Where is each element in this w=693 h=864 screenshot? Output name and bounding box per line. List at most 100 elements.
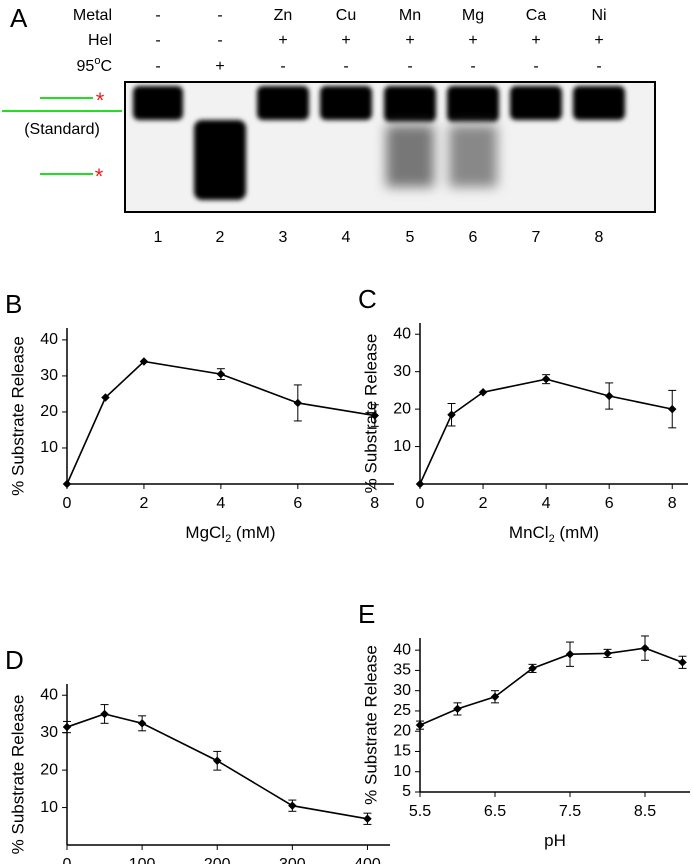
data-point [363, 814, 372, 824]
panel-letter: D [5, 645, 24, 675]
data-point [415, 720, 425, 730]
text-part: 2 [549, 533, 555, 545]
y-tick-label: 40 [40, 686, 58, 703]
x-tick-label: 0 [416, 495, 425, 512]
lane-number: 3 [279, 229, 288, 246]
y-axis-label: % Substrate Release [361, 334, 380, 494]
lane-condition: - [407, 58, 412, 75]
data-point [288, 801, 297, 810]
data-point [478, 388, 488, 397]
x-tick-label: 8 [370, 495, 379, 512]
data-point [137, 719, 147, 728]
lane-condition: - [155, 7, 160, 24]
lane-number: 2 [216, 229, 225, 246]
y-tick-label: 30 [40, 724, 58, 741]
y-axis-label: % Substrate Release [361, 645, 380, 805]
label-marker: * [96, 88, 105, 113]
x-axis-label: pH [544, 831, 566, 850]
lane-number: 5 [406, 229, 415, 246]
gel-bands [133, 86, 625, 200]
y-tick-label: 40 [393, 641, 411, 658]
lane-condition: + [531, 32, 540, 49]
lane-condition: - [596, 58, 601, 75]
y-tick-label: 30 [393, 363, 411, 380]
lane-condition: + [405, 32, 414, 49]
lane-condition: - [155, 32, 160, 49]
text-part: 95 [77, 58, 95, 75]
lane-condition: + [594, 32, 603, 49]
lane-condition: - [155, 58, 160, 75]
x-tick-label: 4 [542, 495, 551, 512]
x-tick-label: 4 [216, 495, 225, 512]
panel-letter: E [358, 599, 375, 629]
data-point [603, 649, 612, 658]
lane-condition: Ni [591, 7, 606, 24]
data-point [62, 722, 72, 732]
y-tick-label: 10 [393, 763, 411, 780]
data-point [565, 649, 575, 659]
lane-number: 8 [595, 229, 604, 246]
data-point [370, 411, 380, 420]
y-axis-label: % Substrate Release [8, 695, 27, 855]
data-point [447, 410, 456, 419]
x-tick-label: 0 [63, 856, 72, 864]
y-tick-label: 20 [393, 400, 411, 417]
data-point [101, 393, 110, 402]
gel-smear [386, 125, 497, 187]
y-axis-label: % Substrate Release [8, 336, 27, 496]
lane-number: 6 [469, 229, 478, 246]
y-tick-label: 5 [402, 783, 411, 800]
data-line [66, 360, 375, 485]
row-label: Hel [88, 32, 112, 49]
data-point [640, 643, 650, 653]
lane-number: 4 [342, 229, 351, 246]
x-tick-label: 300 [279, 856, 306, 864]
x-tick-label: 400 [354, 856, 381, 864]
x-tick-label: 6.5 [484, 803, 506, 820]
y-tick-label: 10 [40, 439, 58, 456]
data-point [667, 404, 677, 414]
lane-condition: Cu [336, 7, 356, 24]
panel-letter: C [358, 284, 377, 314]
x-axis-label: MnCl2 (mM) [509, 523, 599, 544]
lane-number: 7 [532, 229, 541, 246]
standard-label: (Standard) [24, 121, 100, 138]
lane-condition: - [533, 58, 538, 75]
x-tick-label: 8.5 [634, 803, 656, 820]
panel-letter: A [10, 3, 28, 33]
x-tick-label: 200 [204, 856, 231, 864]
data-point [453, 704, 462, 714]
y-tick-label: 20 [393, 722, 411, 739]
text-part: o [94, 55, 100, 67]
data-line [66, 713, 368, 820]
y-tick-label: 40 [40, 331, 58, 348]
data-line [419, 647, 683, 726]
y-tick-label: 30 [393, 682, 411, 699]
text-part: (mM) [555, 523, 599, 542]
data-point [62, 479, 72, 489]
y-tick-label: 20 [40, 403, 58, 420]
y-tick-label: 10 [393, 438, 411, 455]
text-part: MgCl [185, 523, 225, 542]
lane-number: 1 [154, 229, 163, 246]
lane-condition: - [217, 7, 222, 24]
data-point [212, 756, 222, 765]
y-tick-label: 40 [393, 325, 411, 342]
text-part: MnCl [509, 523, 549, 542]
data-point [490, 692, 500, 702]
data-point [415, 479, 425, 489]
lane-condition: Ca [526, 7, 547, 24]
panel-letter: B [5, 289, 22, 319]
data-point [541, 374, 551, 384]
data-point [100, 709, 109, 719]
x-tick-label: 100 [129, 856, 156, 864]
x-axis-label: MgCl2 (mM) [185, 523, 275, 544]
label-marker: * [95, 164, 104, 189]
lane-condition: Mn [399, 7, 421, 24]
data-line [419, 378, 673, 485]
lane-condition: + [278, 32, 287, 49]
text-part: 2 [225, 533, 231, 545]
data-point [139, 357, 149, 366]
x-tick-label: 6 [605, 495, 614, 512]
